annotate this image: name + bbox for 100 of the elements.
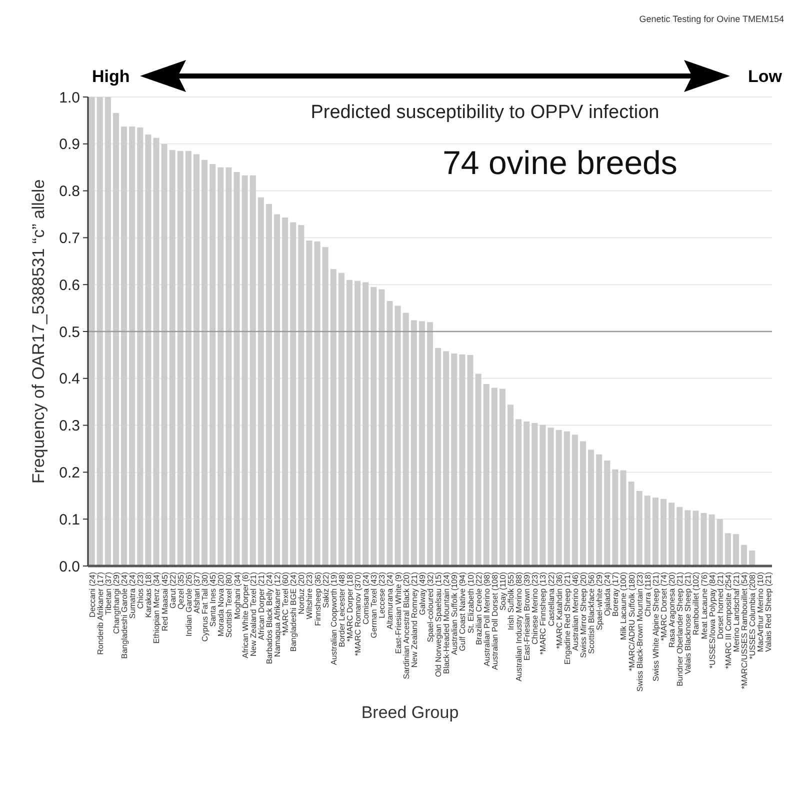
bar [314,241,320,566]
x-tick-label: Meat Lacaune (76) [700,572,709,640]
x-tick-label: New Zealand Romney (21) [410,572,419,668]
x-tick-label: Galway (49) [418,572,427,616]
bar [660,498,667,566]
x-tick-label: Valais Red Sheep (21) [764,572,774,652]
bar [410,320,417,566]
x-tick-label: Sumatra (24) [128,572,138,619]
bar [96,97,103,566]
x-tick-label: Swiss Mirror Sheep (20) [578,572,588,658]
x-tick-label: Swiss Black-Brown Mountain (23) [635,572,644,692]
bar [258,197,264,566]
bar [169,150,176,566]
bar [386,301,393,566]
x-tick-label: Milk Lacaune (100) [619,572,628,640]
bar [338,272,344,566]
x-tick-label: Irish Suffolk (55) [506,572,516,630]
x-tick-label: Garut (22) [168,572,178,608]
bar [612,469,618,566]
x-tick-label: Black-Headed Mountain (24) [442,572,452,674]
x-tick-label: Bangladeshi BGE (24) [289,572,298,652]
bar [121,126,128,566]
x-tick-label: Brazilian Creole (22) [474,572,484,645]
x-tick-label: Altamurana (24) [386,572,395,630]
bar [636,490,642,566]
bar [692,510,699,566]
bar [112,112,119,566]
bar [588,450,594,566]
y-tick-label: 0.1 [59,511,80,528]
bar [242,175,248,566]
x-tick-label: Ronderib Afrikaner (17) [96,572,105,655]
x-tick-label: *MARC Texel (60) [281,572,290,636]
bar [218,167,224,566]
x-tick-label: Afshari (37) [192,572,202,614]
x-tick-label: Comisana (24) [362,572,371,624]
bar [652,498,658,566]
bar [234,172,240,566]
x-tick-label: Engadine Red Sheep (21) [562,572,572,665]
bar [732,534,739,566]
x-tick-label: Chinese Merino (23) [530,572,540,644]
bar [226,167,232,566]
x-tick-label: *MARC Katahdin (36) [554,572,564,649]
bar [274,214,280,566]
bar [354,280,361,566]
x-tick-label: Boreray (17) [611,572,620,616]
bar [210,164,216,566]
x-tick-label: *USSES/Iowa Polypay (84) [708,572,717,668]
y-tick-label: 0.6 [59,276,80,294]
x-tick-label: Scottish Texel (80) [224,572,234,638]
x-tick-label: Bangladeshi Garole (24) [120,572,130,659]
bar [378,289,385,566]
bar [202,160,208,566]
x-tick-label: Qezel (35) [176,572,186,610]
x-tick-label: Spael-coloured (32) [426,572,435,642]
y-tick-label: 0.5 [59,324,80,341]
bar [749,550,756,566]
x-tick-label: Indian Garole (26) [184,572,194,636]
x-axis-title: Breed Group [361,703,459,722]
bar [475,374,482,566]
bar [161,144,168,566]
bar [370,286,377,566]
x-tick-label: Australian Poll Merino (98) [482,572,492,666]
bar [153,138,160,566]
x-tick-label: Barbados Black Belly (24) [264,572,274,664]
x-tick-label: Rambouillet (102) [692,572,701,636]
x-tick-label: Sakiz (22) [321,572,330,608]
bar [532,422,538,566]
x-tick-label: Spael-white (29) [595,572,604,630]
annotation: Predicted susceptibility to OPPV infection [310,102,660,123]
bar [451,354,458,566]
y-tick-label: 0.9 [59,136,80,154]
y-tick-label: 0.4 [59,370,80,388]
x-tick-label: Finnsheep (36) [313,572,322,626]
bar [177,150,184,566]
bar [145,134,152,566]
bar [676,506,683,566]
bar [524,422,530,566]
x-tick-label: Bundner Oberlander Sheep (21) [676,572,685,686]
bar [346,280,352,566]
bar [298,225,304,566]
annotation: 74 ovine breeds [442,144,678,181]
text: Genetic Testing for Ovine TMEM154 [639,14,784,24]
x-tick-label: Santa Ines (45) [208,572,218,627]
x-tick-label: Australian Merino (46) [570,572,580,651]
x-tick-label: Changthangi (29) [112,572,121,634]
x-tick-label: Dorset horned (21) [716,572,725,640]
bar [499,388,506,566]
y-tick-label: 0.3 [59,418,80,435]
bar [467,354,474,566]
bar [394,306,401,566]
bar [508,404,514,566]
bar [193,154,200,566]
x-tick-label: Ethiopian Menz (34) [152,572,162,644]
bar [684,510,691,566]
bar [516,419,522,566]
x-tick-label: Karakas (18) [144,572,154,618]
x-tick-label: Border Leicester (48) [337,572,346,648]
x-tick-label: East-Friesian White (9) [394,572,403,654]
x-tick-label: East-Friesian Brown (39) [522,572,532,660]
bar [604,460,610,566]
